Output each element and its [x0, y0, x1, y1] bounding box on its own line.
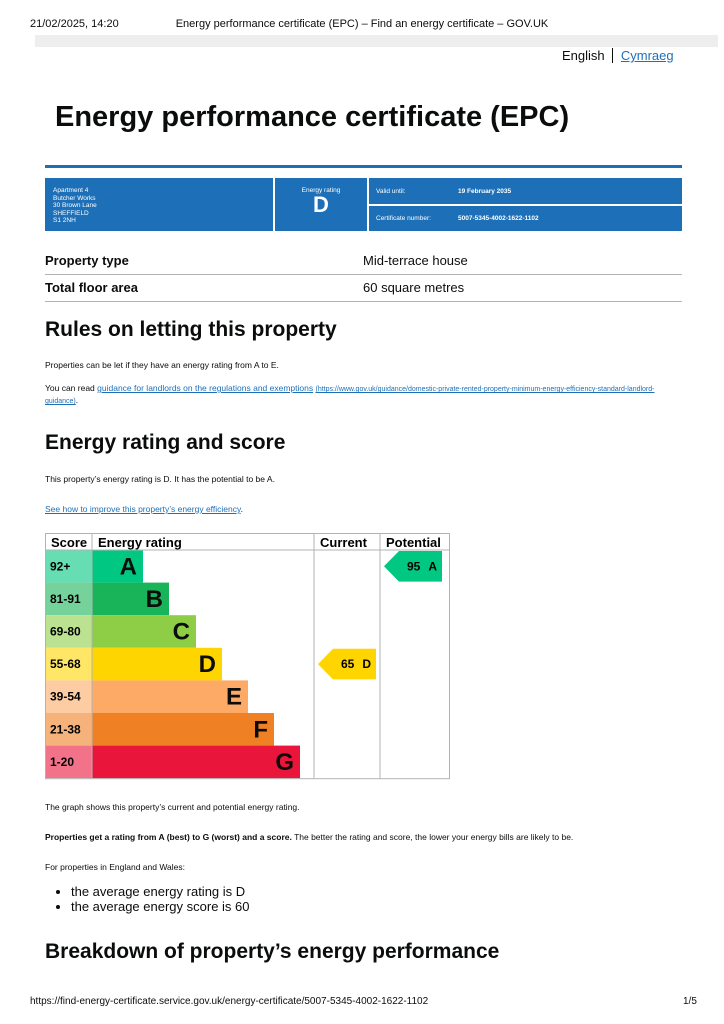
band-letter: F	[253, 716, 268, 743]
rating-box: Energy rating D	[275, 178, 367, 231]
print-url: https://find-energy-certificate.service.…	[30, 996, 429, 1007]
bullet-list: the average energy rating is D the avera…	[45, 884, 250, 914]
band-letter: B	[146, 586, 163, 613]
column-header: Score	[51, 535, 87, 550]
rating-label: Energy rating	[301, 187, 341, 194]
valid-value: 19 February 2035	[458, 188, 512, 195]
rating-arrow	[318, 648, 376, 680]
band-letter: G	[275, 749, 294, 776]
cert-value: 5007-5345-4002-1622-1102	[458, 215, 539, 222]
top-bar	[35, 35, 718, 47]
text: .	[240, 504, 243, 514]
address-line: S1 2NH	[53, 217, 76, 224]
paragraph: You can read guidance for landlords on t…	[45, 383, 665, 407]
text: You can read	[45, 383, 98, 393]
band-letter: C	[173, 619, 190, 646]
prop-label: Total floor area	[45, 280, 138, 295]
score-cell	[45, 680, 92, 713]
link-url[interactable]: (https://www.gov.uk/guidance/domestic-pr…	[45, 386, 655, 405]
band-bar	[92, 680, 248, 713]
bold-text: Properties get a rating from A (best) to…	[45, 832, 292, 842]
rating-score: 65	[341, 657, 355, 671]
score-cell	[45, 582, 92, 616]
paragraph: Properties can be let if they have an en…	[45, 360, 279, 370]
column-header: Potential	[386, 535, 441, 550]
print-date: 21/02/2025, 14:20	[30, 18, 119, 30]
rating-letter: A	[428, 559, 437, 573]
row-line	[45, 274, 682, 275]
paragraph: See how to improve this property’s energ…	[45, 504, 243, 514]
band-letter: A	[120, 553, 137, 580]
address-line: Butcher Works	[53, 194, 96, 202]
rating-value: D	[313, 192, 329, 217]
band-bar	[92, 713, 274, 746]
address-line: SHEFFIELD	[53, 209, 89, 217]
column-header: Current	[320, 535, 368, 550]
rating-label: 95 A	[407, 559, 437, 573]
heading: Rules on letting this property	[45, 318, 337, 341]
score-range: 69-80	[50, 625, 81, 639]
heading: Energy rating and score	[45, 431, 286, 454]
text: The better the rating and score, the low…	[291, 832, 574, 842]
paragraph: For properties in England and Wales:	[45, 862, 186, 872]
paragraph: This property’s energy rating is D. It h…	[45, 474, 275, 484]
band-bar	[92, 582, 169, 616]
lang-link[interactable]: Cymraeg	[620, 48, 674, 63]
print-title: Energy performance certificate (EPC) – F…	[175, 18, 549, 30]
prop-value: Mid-terrace house	[363, 253, 468, 268]
score-cell	[45, 713, 92, 746]
score-range: 39-54	[50, 690, 81, 704]
cert-label: Certificate number:	[376, 215, 431, 222]
score-cell	[45, 550, 92, 583]
rating-score: 95	[407, 559, 421, 573]
row-line	[45, 301, 682, 302]
address-box: Apartment 4 Butcher Works 30 Brown Lane SHE…	[45, 178, 273, 231]
paragraph: The graph shows this property’s current …	[45, 802, 300, 812]
print-page: 1/5	[683, 996, 697, 1007]
rating-label: 65 D	[341, 657, 371, 671]
cert-box: Certificate number: 5007-5345-4002-1622-…	[369, 206, 682, 231]
link[interactable]: guidance for landlords on the regulation…	[97, 383, 314, 393]
lang-current: English	[562, 48, 605, 63]
link[interactable]: See how to improve this property’s energ…	[45, 504, 241, 514]
band-bar	[92, 615, 196, 648]
page-title: Energy performance certificate (EPC)	[55, 101, 570, 133]
address-line: Apartment 4	[53, 187, 89, 194]
band-bar	[92, 745, 300, 779]
bullet: the average energy rating is D	[71, 884, 250, 899]
score-range: 21-38	[50, 722, 81, 736]
table-border	[45, 533, 450, 780]
band-letter: D	[199, 651, 216, 678]
score-range: 81-91	[50, 592, 81, 606]
score-range: 92+	[50, 559, 70, 573]
bullet: the average energy score is 60	[71, 899, 250, 914]
language-switch: English Cymraeg	[562, 48, 674, 63]
band-letter: E	[226, 684, 242, 711]
prop-label: Property type	[45, 253, 129, 268]
valid-label: Valid until:	[376, 188, 406, 195]
prop-value: 60 square metres	[363, 280, 465, 295]
text: .	[75, 395, 79, 405]
score-range: 55-68	[50, 657, 81, 671]
paragraph: Properties get a rating from A (best) to…	[45, 832, 573, 842]
band-bar	[92, 647, 222, 681]
address-line: 30 Brown Lane	[53, 202, 97, 209]
rating-arrow	[384, 551, 442, 582]
score-cell	[45, 647, 92, 681]
band-bar	[92, 550, 143, 583]
valid-box: Valid until: 19 February 2035	[369, 178, 682, 204]
heading: Breakdown of property’s energy performan…	[45, 940, 500, 963]
column-header: Energy rating	[98, 535, 182, 550]
rating-letter: D	[362, 657, 371, 671]
score-cell	[45, 615, 92, 648]
score-range: 1-20	[50, 755, 74, 769]
epc-chart: Score Energy rating Current Potential 92+ A 81…	[45, 533, 450, 780]
rule	[45, 165, 682, 168]
score-cell	[45, 745, 92, 779]
